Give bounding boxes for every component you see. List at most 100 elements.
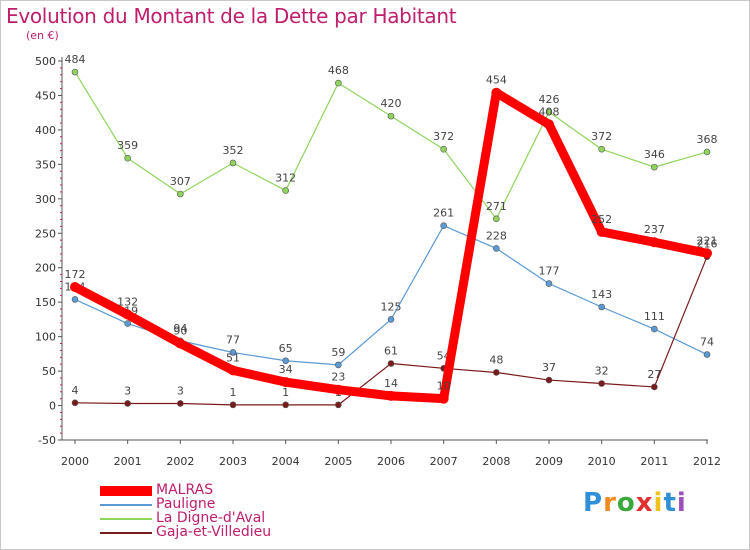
data-point-gaja-et-villedieu (71, 399, 79, 407)
data-label-malras: 454 (486, 74, 507, 87)
data-point-malras (702, 248, 712, 259)
data-label-malras: 23 (331, 371, 345, 384)
data-label-la-digne-d-aval: 372 (591, 130, 612, 143)
y-tick-label: 300 (35, 193, 56, 206)
y-tick-label: 500 (35, 55, 56, 68)
y-tick-label: 350 (35, 158, 56, 171)
data-label-la-digne-d-aval: 420 (381, 97, 402, 110)
data-point-pauligne (71, 296, 79, 303)
y-tick-label: 450 (35, 89, 56, 102)
data-point-malras (386, 390, 396, 401)
data-point-pauligne (229, 349, 237, 356)
y-tick-label: -50 (38, 434, 56, 447)
data-label-gaja-et-villedieu: 3 (177, 384, 184, 397)
data-label-malras: 34 (279, 363, 293, 376)
data-point-la-digne-d-aval (493, 215, 500, 223)
legend-label: MALRAS (156, 482, 214, 498)
data-label-malras: 408 (539, 105, 560, 118)
data-label-la-digne-d-aval: 352 (223, 144, 244, 157)
data-label-malras: 132 (117, 296, 138, 309)
data-point-la-digne-d-aval (177, 190, 184, 198)
data-point-malras (70, 282, 80, 293)
data-label-gaja-et-villedieu: 4 (72, 384, 79, 397)
legend-swatch (100, 486, 152, 496)
logo-letter: t (663, 488, 677, 518)
data-point-pauligne (493, 245, 500, 252)
x-tick-label: 2006 (377, 455, 405, 468)
x-tick-label: 2000 (61, 455, 89, 468)
data-label-pauligne: 94 (173, 322, 187, 335)
y-tick-label: 400 (35, 124, 56, 137)
data-point-la-digne-d-aval (598, 145, 605, 153)
series-line-la-digne-d-aval (74, 71, 708, 220)
data-label-la-digne-d-aval: 307 (170, 175, 191, 188)
data-label-pauligne: 125 (381, 300, 402, 313)
logo-letter: r (603, 488, 617, 518)
data-point-pauligne (440, 222, 447, 229)
y-tick-label: 50 (42, 365, 56, 378)
y-tick-label: 200 (35, 262, 56, 275)
data-point-la-digne-d-aval (440, 145, 447, 153)
data-point-pauligne (282, 357, 289, 365)
data-point-gaja-et-villedieu (493, 369, 500, 376)
data-point-malras (228, 365, 238, 376)
legend-swatch (100, 532, 152, 534)
y-tick-label: 250 (35, 227, 56, 240)
data-label-malras: 90 (173, 325, 187, 338)
legend-label: Gaja-et-Villedieu (156, 524, 272, 540)
x-tick-label: 2002 (166, 455, 194, 468)
data-label-la-digne-d-aval: 312 (275, 172, 296, 185)
data-point-gaja-et-villedieu (124, 400, 131, 407)
data-point-gaja-et-villedieu (651, 383, 658, 391)
data-label-gaja-et-villedieu: 216 (697, 238, 718, 251)
x-tick-label: 2012 (693, 455, 721, 468)
data-point-malras (491, 87, 502, 98)
data-label-pauligne: 59 (331, 346, 345, 359)
data-point-gaja-et-villedieu (229, 401, 237, 409)
logo-letter: x (635, 488, 654, 518)
data-label-gaja-et-villedieu: 61 (384, 345, 398, 358)
data-label-la-digne-d-aval: 426 (539, 93, 560, 106)
data-label-gaja-et-villedieu: 3 (124, 384, 131, 397)
data-label-pauligne: 74 (700, 336, 714, 349)
data-label-malras: 221 (697, 234, 718, 247)
data-point-pauligne (124, 320, 131, 327)
logo-letter: o (616, 488, 636, 518)
data-point-gaja-et-villedieu (177, 400, 184, 407)
data-point-pauligne (651, 325, 658, 333)
x-tick-label: 2001 (114, 455, 142, 468)
data-label-malras: 172 (65, 268, 86, 281)
data-point-gaja-et-villedieu (387, 360, 395, 367)
data-point-pauligne (335, 361, 342, 369)
data-label-malras: 14 (384, 377, 398, 390)
data-point-la-digne-d-aval (282, 187, 289, 194)
data-point-la-digne-d-aval (124, 154, 131, 162)
legend-swatch (100, 518, 152, 520)
data-point-la-digne-d-aval (545, 108, 553, 116)
x-tick-label: 2011 (640, 455, 668, 468)
data-point-la-digne-d-aval (651, 163, 658, 171)
data-point-malras (596, 226, 607, 237)
logo-letter: i (676, 488, 687, 518)
chart-subtitle: (en €) (26, 29, 59, 42)
y-tick-label: 100 (35, 331, 56, 344)
x-tick-label: 2007 (430, 455, 458, 468)
data-label-malras: 237 (644, 223, 665, 236)
data-label-malras: 10 (437, 380, 451, 393)
data-point-la-digne-d-aval (387, 112, 395, 120)
x-tick-label: 2010 (588, 455, 616, 468)
data-label-pauligne: 143 (591, 288, 612, 301)
data-point-pauligne (598, 303, 605, 311)
x-tick-label: 2008 (482, 455, 510, 468)
data-label-pauligne: 228 (486, 229, 507, 242)
data-label-gaja-et-villedieu: 1 (282, 386, 289, 399)
data-point-la-digne-d-aval (703, 148, 711, 156)
data-label-pauligne: 111 (644, 310, 665, 323)
data-point-malras (649, 237, 660, 248)
logo-letter: i (653, 488, 664, 518)
x-tick-label: 2004 (272, 455, 300, 468)
data-point-pauligne (387, 316, 395, 323)
data-point-malras (544, 119, 554, 130)
